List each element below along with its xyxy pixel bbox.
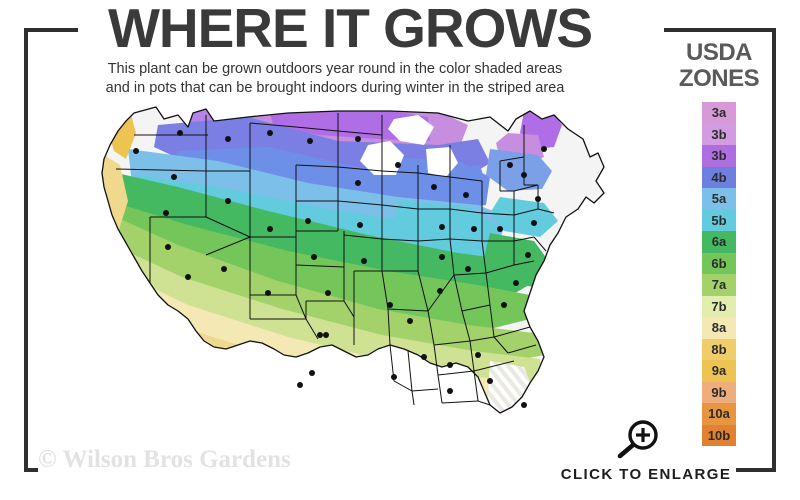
legend-swatch-8a: 8a [702, 317, 736, 339]
legend-swatch-3b: 3b [702, 145, 736, 167]
legend-swatch-4b: 4b [702, 166, 736, 188]
legend-title: USDA ZONES [662, 40, 776, 92]
page-subtitle: This plant can be grown outdoors year ro… [30, 60, 640, 98]
magnify-plus-icon[interactable] [612, 418, 664, 460]
legend-title-line-1: USDA [685, 39, 753, 66]
frame-border-bottom-left [24, 468, 38, 472]
frame-border-right [772, 28, 776, 472]
legend-swatch-7b: 7b [702, 295, 736, 317]
watermark: © Wilson Bros Gardens [38, 446, 291, 473]
legend-swatch-8b: 8b [702, 338, 736, 360]
frame-border-bottom-right [736, 468, 776, 472]
subtitle-line-1: This plant can be grown outdoors year ro… [107, 61, 563, 77]
legend-swatch-list: 3a 3b 3b 4b 5a 5b 6a 6b 7a 7b 8a 8b 9a 9b 10a 10b [662, 102, 776, 446]
click-to-enlarge-caption[interactable]: CLICK TO ENLARGE [560, 466, 732, 483]
page-title: WHERE IT GROWS [107, 0, 593, 59]
legend-swatch-3a: 3a [702, 102, 736, 124]
legend-swatch-10a: 10a [702, 403, 736, 425]
legend-swatch-5a: 5a [702, 188, 736, 210]
subtitle-line-2: and in pots that can be brought indoors … [105, 80, 565, 96]
usda-zones-legend: USDA ZONES 3a 3b 3b 4b 5a 5b 6a 6b 7a 7b 8a 8b 9a 9b 1… [662, 40, 776, 446]
frame-border-top-left [24, 28, 78, 32]
legend-swatch-10b: 10b [702, 424, 736, 446]
legend-swatch-5b: 5b [702, 209, 736, 231]
frame-border-top-right [664, 28, 776, 32]
legend-title-line-2: ZONES [678, 65, 760, 92]
legend-swatch-6b: 6b [702, 252, 736, 274]
usda-zone-map[interactable] [38, 105, 638, 445]
legend-swatch-9a: 9a [702, 360, 736, 382]
frame-border-left [24, 28, 28, 472]
legend-swatch-7a: 7a [702, 274, 736, 296]
legend-swatch-3b: 3b [702, 123, 736, 145]
legend-swatch-6a: 6a [702, 231, 736, 253]
legend-swatch-9b: 9b [702, 381, 736, 403]
